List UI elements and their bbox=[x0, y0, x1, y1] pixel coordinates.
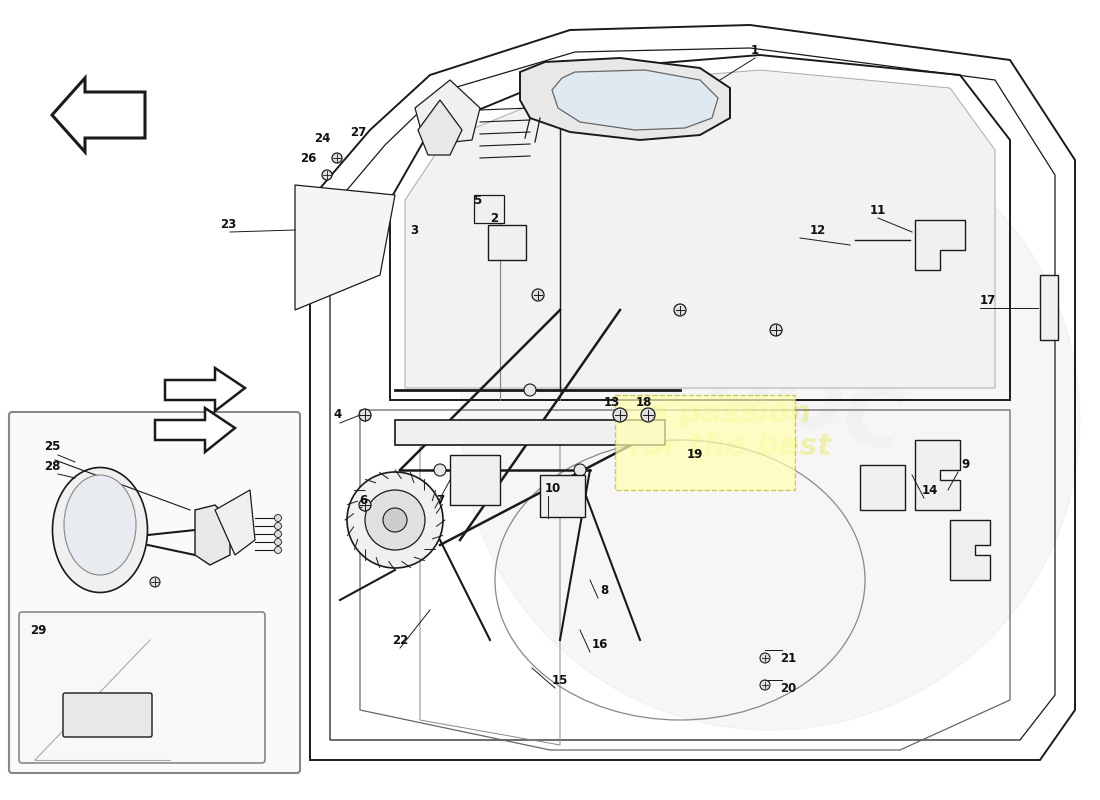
Polygon shape bbox=[860, 465, 905, 510]
Polygon shape bbox=[405, 70, 996, 388]
Circle shape bbox=[275, 522, 282, 530]
Text: 29: 29 bbox=[30, 623, 46, 637]
Text: 20: 20 bbox=[780, 682, 796, 694]
Circle shape bbox=[641, 408, 654, 422]
FancyBboxPatch shape bbox=[9, 412, 300, 773]
Text: 25: 25 bbox=[44, 441, 60, 454]
Circle shape bbox=[275, 538, 282, 546]
Circle shape bbox=[275, 514, 282, 522]
Bar bbox=[488, 225, 526, 260]
Circle shape bbox=[275, 530, 282, 538]
Ellipse shape bbox=[53, 467, 147, 593]
FancyBboxPatch shape bbox=[63, 693, 152, 737]
Text: 26: 26 bbox=[300, 151, 316, 165]
Circle shape bbox=[346, 472, 443, 568]
Polygon shape bbox=[552, 70, 718, 130]
Circle shape bbox=[460, 110, 1080, 730]
Polygon shape bbox=[295, 185, 395, 310]
Ellipse shape bbox=[64, 475, 136, 575]
Text: 11: 11 bbox=[870, 203, 887, 217]
Text: 27: 27 bbox=[350, 126, 366, 138]
Text: 3: 3 bbox=[410, 223, 418, 237]
Circle shape bbox=[322, 170, 332, 180]
Text: 17: 17 bbox=[980, 294, 997, 306]
Text: 14: 14 bbox=[922, 483, 938, 497]
Text: a passion
for the best: a passion for the best bbox=[628, 398, 832, 462]
Circle shape bbox=[760, 653, 770, 663]
Text: 22: 22 bbox=[392, 634, 408, 646]
Circle shape bbox=[532, 289, 544, 301]
Text: 2: 2 bbox=[490, 211, 498, 225]
Circle shape bbox=[574, 464, 586, 476]
FancyBboxPatch shape bbox=[19, 612, 265, 763]
Polygon shape bbox=[950, 520, 990, 580]
Text: 5: 5 bbox=[473, 194, 481, 206]
Text: 23: 23 bbox=[220, 218, 236, 231]
Text: 10: 10 bbox=[544, 482, 561, 494]
Bar bbox=[540, 475, 585, 517]
Polygon shape bbox=[165, 368, 245, 411]
Text: 9: 9 bbox=[961, 458, 969, 471]
Polygon shape bbox=[195, 505, 230, 565]
Text: 8: 8 bbox=[600, 583, 608, 597]
Polygon shape bbox=[915, 220, 965, 270]
Polygon shape bbox=[1040, 275, 1058, 340]
Text: 4: 4 bbox=[334, 409, 342, 422]
Text: 7: 7 bbox=[436, 494, 444, 506]
Bar bbox=[395, 420, 666, 445]
Text: 21: 21 bbox=[780, 651, 796, 665]
Text: 19: 19 bbox=[686, 449, 703, 462]
Circle shape bbox=[613, 408, 627, 422]
Circle shape bbox=[359, 499, 371, 511]
Circle shape bbox=[770, 324, 782, 336]
Text: 13: 13 bbox=[604, 395, 620, 409]
Text: 16: 16 bbox=[592, 638, 608, 651]
Polygon shape bbox=[52, 78, 145, 152]
Circle shape bbox=[434, 464, 446, 476]
Polygon shape bbox=[915, 440, 960, 510]
Polygon shape bbox=[418, 100, 462, 155]
Text: 15: 15 bbox=[552, 674, 569, 686]
Circle shape bbox=[365, 490, 425, 550]
Text: 28: 28 bbox=[44, 461, 60, 474]
Circle shape bbox=[275, 546, 282, 554]
Text: 1: 1 bbox=[751, 43, 759, 57]
Bar bbox=[615, 395, 795, 490]
Text: 6: 6 bbox=[359, 494, 367, 506]
Polygon shape bbox=[415, 80, 480, 145]
Text: 12: 12 bbox=[810, 223, 826, 237]
Bar bbox=[474, 195, 504, 223]
Circle shape bbox=[674, 304, 686, 316]
Polygon shape bbox=[214, 490, 255, 555]
Polygon shape bbox=[520, 58, 730, 140]
Text: AUTODOC: AUTODOC bbox=[448, 271, 912, 469]
Text: 18: 18 bbox=[636, 395, 652, 409]
Text: 24: 24 bbox=[314, 131, 330, 145]
Circle shape bbox=[524, 384, 536, 396]
Bar bbox=[450, 455, 500, 505]
Circle shape bbox=[332, 153, 342, 163]
Circle shape bbox=[359, 409, 371, 421]
Circle shape bbox=[760, 680, 770, 690]
Circle shape bbox=[150, 577, 160, 587]
Polygon shape bbox=[155, 408, 235, 452]
Circle shape bbox=[383, 508, 407, 532]
